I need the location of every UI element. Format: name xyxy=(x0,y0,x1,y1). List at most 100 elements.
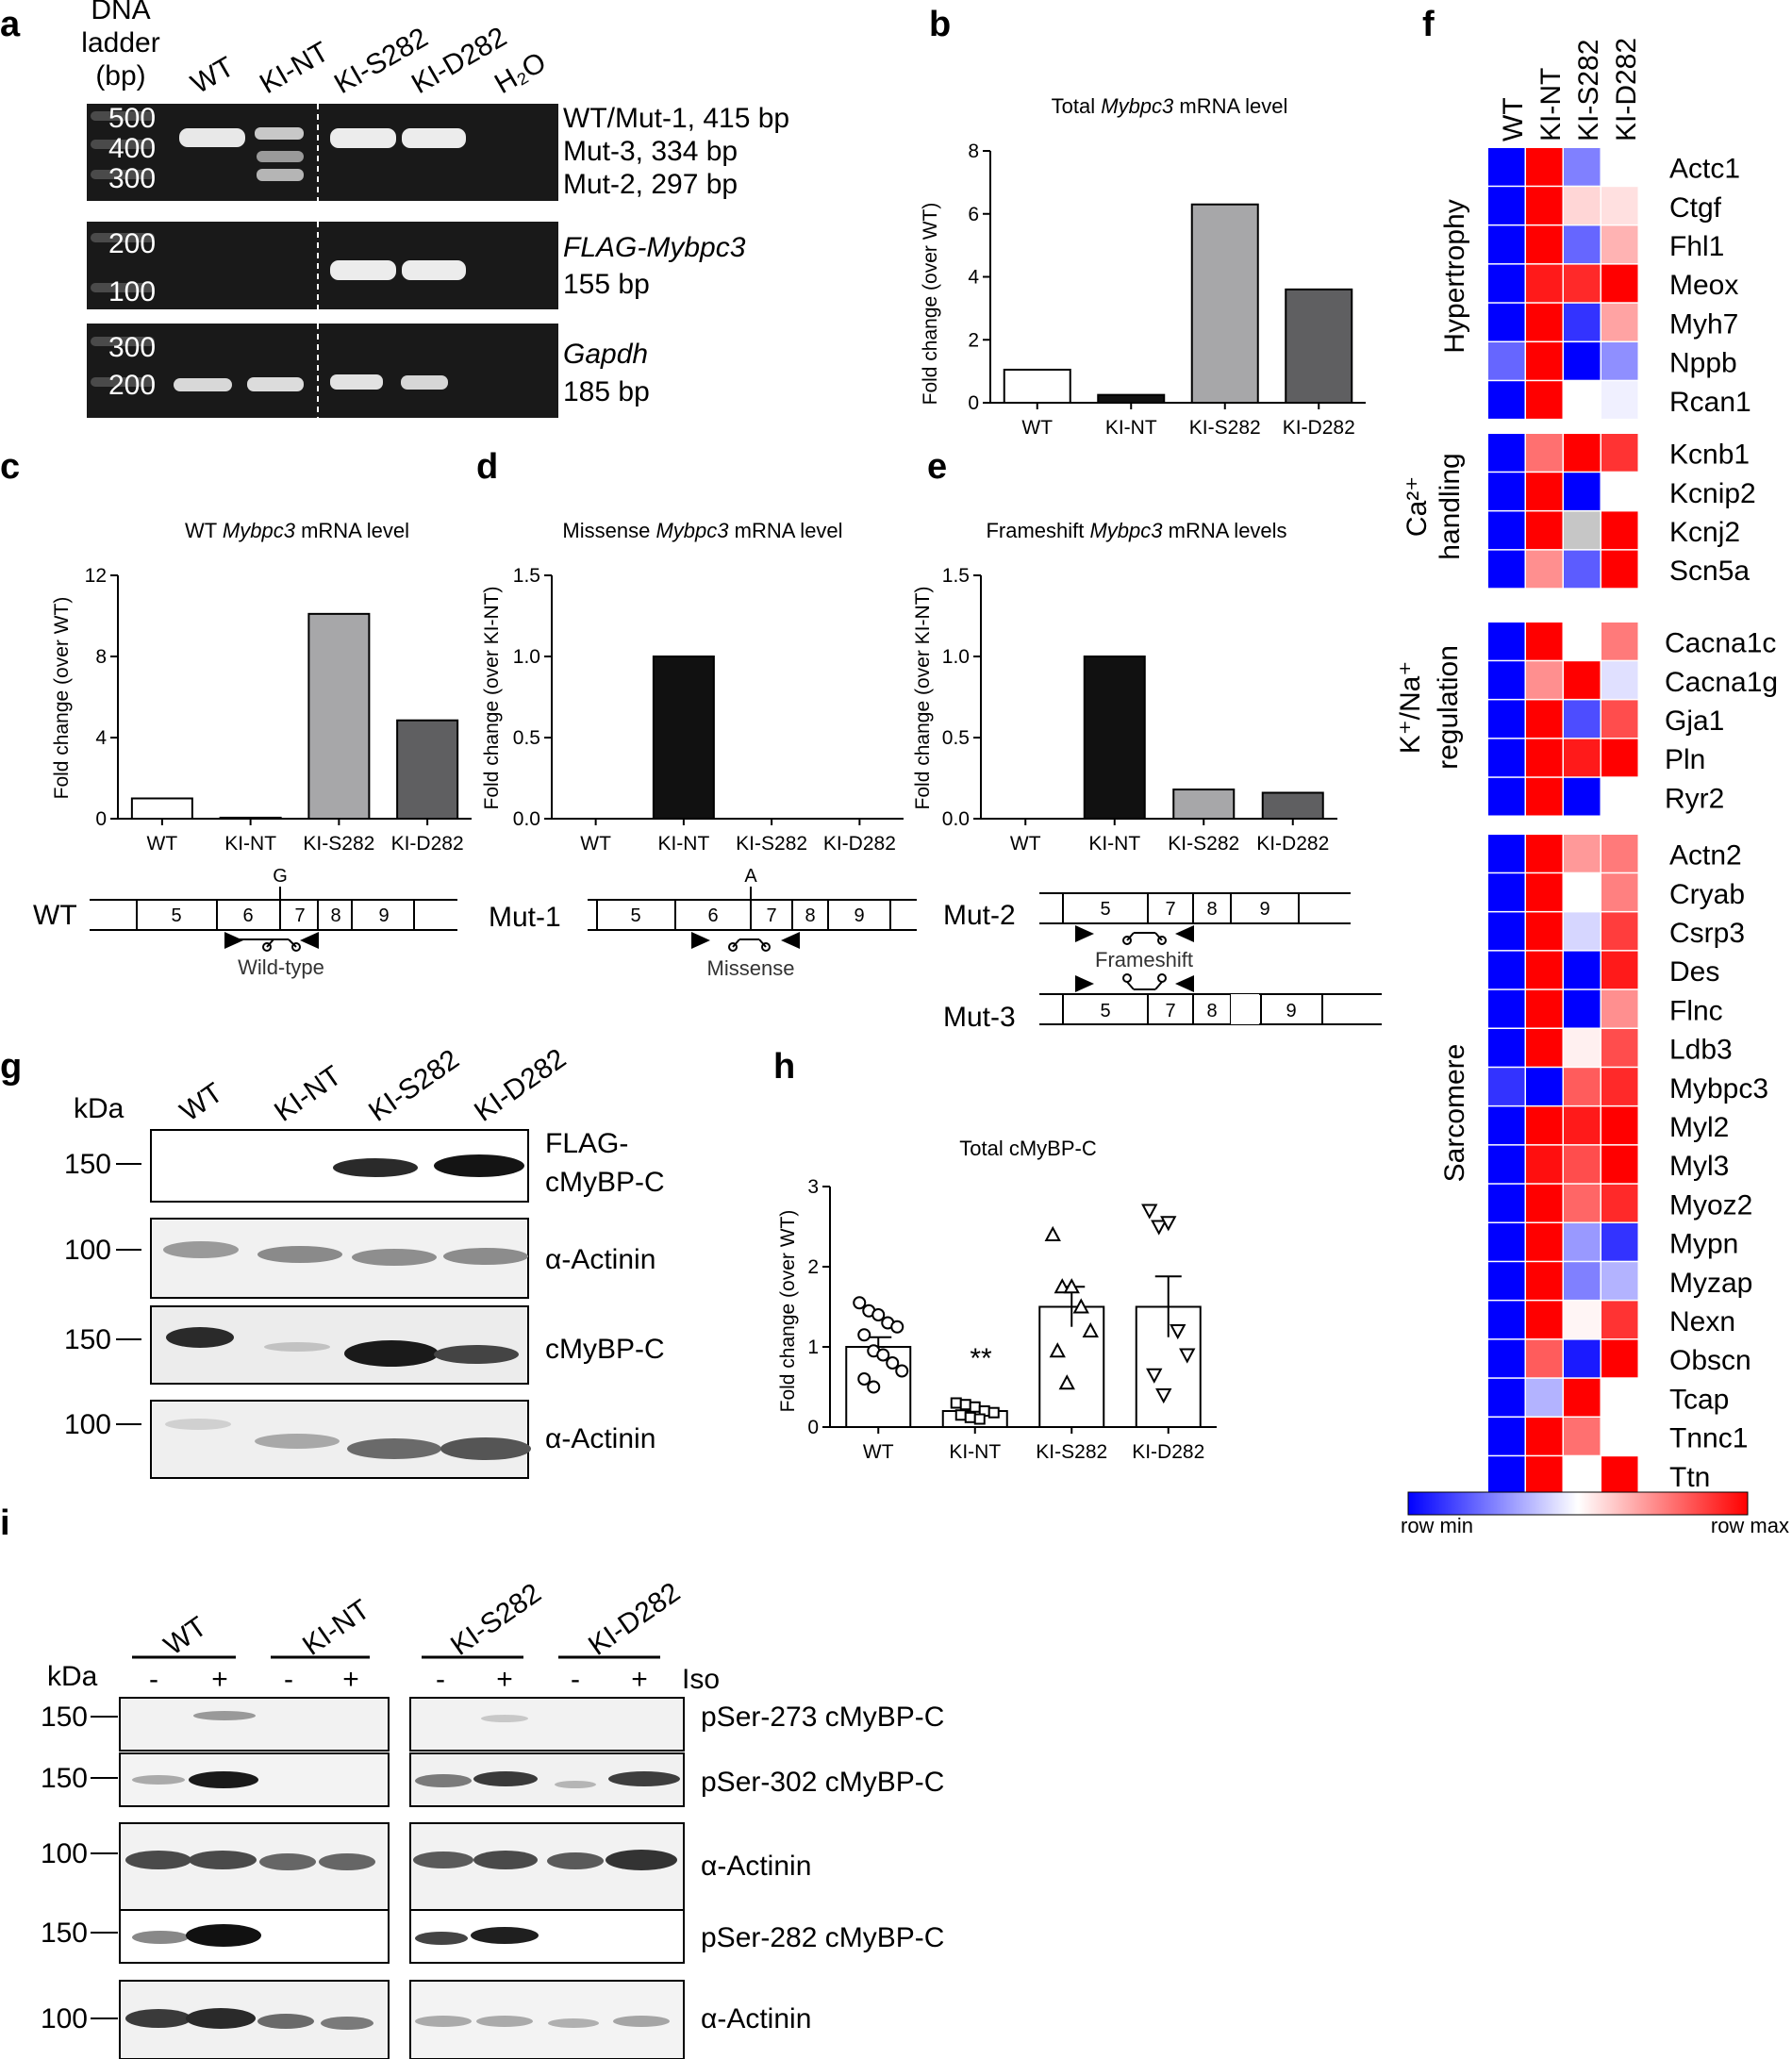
diagram-mut1 xyxy=(588,887,917,952)
heatmap-cell-Actc1-0 xyxy=(1488,148,1525,186)
heatmap-cell-Pln-0 xyxy=(1488,739,1525,777)
chart-d-xtick-label-1: KI-NT xyxy=(657,833,709,855)
heatmap-cell-Actn2-0 xyxy=(1488,835,1525,872)
heatmap-gene-Flnc: Flnc xyxy=(1669,995,1723,1026)
gel3-ladder-200: 200 xyxy=(108,370,156,401)
diagram-mut3-exon-8: 8 xyxy=(1206,1001,1217,1021)
g-blot-cmybpc xyxy=(150,1305,529,1385)
heatmap-gene-Obscn: Obscn xyxy=(1669,1345,1751,1376)
heatmap-cell-Ryr2-3 xyxy=(1601,777,1638,816)
chart-d-ytick-label-2: 1.0 xyxy=(513,646,540,668)
chart-h-point-1-6 xyxy=(964,1411,976,1423)
heatmap-cell-Fhl1-3 xyxy=(1601,225,1638,264)
heatmap-cell-Meox-2 xyxy=(1564,264,1601,303)
heatmap-cell-Csrp3-3 xyxy=(1601,912,1638,951)
heatmap-cell-Mybpc3-1 xyxy=(1526,1068,1563,1105)
diagram-mut3-exon-5: 5 xyxy=(1100,1001,1110,1021)
chart-h-xtick-label-0: WT xyxy=(863,1441,894,1463)
heatmap-cell-Myl3-1 xyxy=(1526,1145,1563,1184)
gel-2: 200 100 xyxy=(87,222,558,309)
heatmap-cell-Myl3-3 xyxy=(1601,1145,1638,1184)
diagram-wt-label: WT xyxy=(33,900,77,931)
heatmap-gene-Nppb: Nppb xyxy=(1669,348,1737,379)
heatmap-gene-Csrp3: Csrp3 xyxy=(1669,918,1745,949)
chart-c-bar-3 xyxy=(396,719,459,820)
chart-b-ytick-label-2: 4 xyxy=(968,267,979,289)
heatmap-cell-Ttn-1 xyxy=(1526,1456,1563,1494)
chart-e: 0.0 0.5 1.0 1.5 WT KI-NT KI-S282 KI-D282 xyxy=(942,565,1337,855)
heatmap-cell-Kcnj2-1 xyxy=(1526,511,1563,550)
heatmap-cell-Ttn-2 xyxy=(1564,1456,1601,1494)
chart-c-ytick-label-0: 0 xyxy=(95,808,107,830)
heatmap-gene-Fhl1: Fhl1 xyxy=(1669,231,1724,262)
i-marker-5: 100 xyxy=(41,2003,88,2034)
heatmap-cell-Flnc-3 xyxy=(1601,989,1638,1028)
chart-h-significance: ** xyxy=(970,1343,992,1374)
heatmap-group-ca-line2: handling xyxy=(1435,453,1466,559)
g-marker-4: 100 xyxy=(64,1409,111,1440)
heatmap-cell-Tnnc1-0 xyxy=(1488,1418,1525,1455)
heatmap-gene-Myh7: Myh7 xyxy=(1669,308,1738,340)
chart-h-point-2-1 xyxy=(1054,1278,1070,1294)
heatmap-cell-Actn2-2 xyxy=(1564,835,1601,872)
g-label-flag-2: cMyBP-C xyxy=(545,1167,665,1198)
chart-b-xtick-label-3: KI-D282 xyxy=(1283,417,1355,439)
i-label-1: pSer-273 cMyBP-C xyxy=(701,1702,944,1733)
i-blots-right xyxy=(409,1697,685,2059)
heatmap-col-wt: WT xyxy=(1498,97,1529,141)
heatmap-cell-Actc1-3 xyxy=(1601,148,1638,186)
g-label-cmybpc: cMyBP-C xyxy=(545,1334,665,1365)
diagram-mut2-exon-7: 7 xyxy=(1165,899,1175,920)
heatmap-cell-Ctgf-3 xyxy=(1601,187,1638,224)
chart-b-ylabel: Fold change (over WT) xyxy=(920,203,941,406)
chart-e-ytick-label-2: 1.0 xyxy=(942,646,970,668)
heatmap-gene-Ldb3: Ldb3 xyxy=(1669,1035,1733,1066)
heatmap-gene-Myl2: Myl2 xyxy=(1669,1112,1729,1143)
diagram-mut1-base: A xyxy=(744,866,757,887)
heatmap-cell-Myoz2-1 xyxy=(1526,1184,1563,1222)
diagram-mut2 xyxy=(1039,892,1351,945)
heatmap-cell-Obscn-1 xyxy=(1526,1339,1563,1378)
i-label-3: α-Actinin xyxy=(701,1851,811,1882)
i-wt-minus: - xyxy=(149,1664,158,1695)
chart-e-xtick-label-2: KI-S282 xyxy=(1168,833,1239,855)
gel2-ladder-200: 200 xyxy=(108,228,156,259)
panel-label-g: g xyxy=(0,1047,22,1087)
heatmap-cell-Myh7-2 xyxy=(1564,303,1601,341)
heatmap-gene-Cacna1c: Cacna1c xyxy=(1665,628,1776,659)
heatmap-cell-Obscn-2 xyxy=(1564,1339,1601,1378)
gel3-ladder-300: 300 xyxy=(108,332,156,363)
heatmap-group-kna-line2: regulation xyxy=(1433,645,1464,770)
heatmap-cell-Ldb3-1 xyxy=(1526,1029,1563,1067)
ladder-header-line-1: DNA xyxy=(91,0,150,25)
gel-lane-wt: WT xyxy=(186,51,240,100)
chart-h-ytick-label-1: 1 xyxy=(807,1337,819,1358)
chart-h-point-0-11 xyxy=(867,1380,881,1394)
chart-h-ytick-label-2: 2 xyxy=(807,1256,819,1278)
chart-e-bar-1 xyxy=(1083,656,1146,820)
chart-h-point-0-7 xyxy=(876,1348,890,1362)
diagram-wt-exon-9: 9 xyxy=(378,905,389,926)
i-kda: kDa xyxy=(47,1661,98,1692)
diagram-mut2-label: Mut-2 xyxy=(943,900,1016,931)
heatmap-cell-Myl2-2 xyxy=(1564,1106,1601,1145)
heatmap-cell-Des-3 xyxy=(1601,951,1638,989)
g-kda: kDa xyxy=(74,1093,124,1124)
chart-c-bar-1 xyxy=(219,816,282,820)
chart-h-point-2-0 xyxy=(1044,1225,1061,1241)
chart-b-ytick-label-4: 8 xyxy=(968,141,979,162)
gel1-ladder-500: 500 xyxy=(108,103,156,134)
heatmap-cell-Kcnip2-3 xyxy=(1601,473,1638,510)
chart-e-bar-2 xyxy=(1172,789,1236,820)
heatmap-cell-Tnnc1-3 xyxy=(1601,1418,1638,1455)
diagram-mut1-label: Mut-1 xyxy=(489,902,561,933)
heatmap-cell-Pln-1 xyxy=(1526,739,1563,777)
heatmap-cell-Gja1-1 xyxy=(1526,700,1563,739)
chart-h-point-0-2 xyxy=(871,1308,886,1321)
heatmap-gene-Nexn: Nexn xyxy=(1669,1306,1735,1337)
chart-c-ylabel: Fold change (over WT) xyxy=(51,597,73,800)
heatmap-cell-Scn5a-0 xyxy=(1488,550,1525,589)
i-label-5: α-Actinin xyxy=(701,2003,811,2034)
gel1-band-label-3: Mut-2, 297 bp xyxy=(563,169,738,200)
chart-h-point-1-2 xyxy=(969,1401,981,1413)
